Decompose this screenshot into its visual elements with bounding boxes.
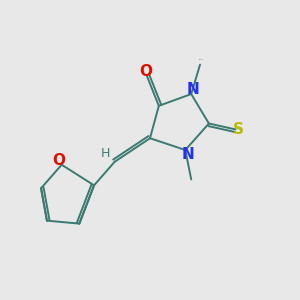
Text: S: S bbox=[233, 122, 244, 137]
Text: N: N bbox=[186, 82, 199, 97]
Text: O: O bbox=[139, 64, 152, 80]
Text: O: O bbox=[52, 153, 65, 168]
Text: methyl: methyl bbox=[199, 59, 204, 60]
Text: N: N bbox=[182, 147, 195, 162]
Text: H: H bbox=[100, 147, 110, 160]
